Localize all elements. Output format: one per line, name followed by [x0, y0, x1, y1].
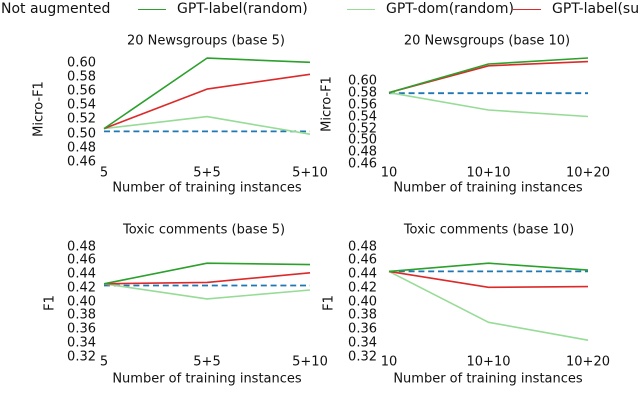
y-tick-label: 0.58 [67, 69, 96, 85]
y-tick-label: 0.58 [348, 85, 377, 101]
y-tick-label: 0.46 [348, 156, 377, 172]
y-tick-label: 0.46 [67, 252, 96, 268]
legend-item-gpt-label-su: GPT-label(su [513, 1, 639, 17]
x-tick-label: 10 [380, 354, 398, 369]
y-tick-label: 0.40 [348, 294, 377, 310]
y-axis-label: Micro-F1 [319, 76, 335, 132]
legend-label: GPT-label(random) [177, 1, 308, 17]
y-tick-label: 0.38 [67, 307, 96, 323]
x-tick-label: 10+10 [466, 165, 511, 180]
y-tick-label: 0.44 [348, 266, 377, 282]
y-axis-label: F1 [42, 295, 58, 311]
chart-title: 20 Newsgroups (base 5) [127, 33, 285, 49]
y-tick-label: 0.50 [348, 132, 377, 148]
y-tick-label: 0.44 [67, 266, 96, 282]
y-tick-label: 0.36 [67, 321, 96, 337]
y-tick-label: 0.60 [67, 55, 96, 71]
chart-title: 20 Newsgroups (base 10) [403, 33, 571, 49]
x-tick-label: 10+20 [566, 165, 610, 180]
series-line-gpt-label-random [388, 262, 589, 273]
x-tick-label: 10+10 [466, 354, 511, 369]
gpt-label-su-line-swatch [513, 8, 541, 10]
x-tick-label: 5+10 [292, 165, 328, 180]
x-axis-label: Number of training instances [393, 180, 583, 195]
x-tick-label: 10+20 [566, 354, 610, 369]
y-tick-label: 0.52 [67, 111, 96, 127]
y-tick-label: 0.32 [67, 349, 96, 365]
y-axis-label: Micro-F1 [31, 81, 47, 137]
y-tick-label: 0.48 [348, 239, 377, 255]
y-tick-label: 0.48 [67, 239, 96, 255]
y-tick-label: 0.38 [348, 307, 377, 323]
y-tick-label: 0.40 [67, 294, 96, 310]
x-tick-label: 5+10 [292, 354, 328, 369]
x-axis-label: Number of training instances [112, 180, 302, 195]
gpt-dom-random-line-swatch [347, 8, 375, 10]
series-line-gpt-dom-random [103, 283, 311, 300]
y-tick-label: 0.32 [348, 349, 377, 365]
legend-item-gpt-label-random: GPT-label(random) [138, 1, 308, 17]
x-axis-label: Number of training instances [112, 371, 302, 386]
x-axis-label: Number of training instances [393, 371, 583, 386]
series-line-gpt-label-su [388, 270, 589, 289]
series-line-gpt-dom-random [388, 270, 589, 341]
series-line-gpt-label-random [388, 57, 589, 94]
series-line-gpt-label-su [103, 272, 311, 285]
x-tick-label: 5 [99, 165, 109, 180]
series-line-gpt-label-random [103, 57, 311, 130]
y-tick-label: 0.60 [348, 73, 377, 89]
series-line-gpt-label-su [103, 73, 311, 130]
series-line-gpt-dom-random [103, 115, 311, 135]
y-tick-label: 0.34 [348, 335, 377, 351]
legend-label: GPT-dom(random) [386, 1, 514, 17]
y-tick-label: 0.42 [67, 280, 96, 296]
chart-title: Toxic comments (base 5) [122, 222, 286, 237]
series-line-gpt-dom-random [388, 91, 589, 118]
series-line-gpt-label-su [388, 60, 589, 94]
y-axis-label: F1 [321, 295, 337, 311]
legend-item-gpt-dom-random: GPT-dom(random) [347, 1, 514, 17]
x-tick-label: 10 [380, 165, 398, 180]
y-tick-label: 0.48 [67, 140, 96, 156]
y-tick-label: 0.56 [348, 97, 377, 113]
y-tick-label: 0.42 [348, 280, 377, 296]
series-line-gpt-label-random [103, 262, 311, 285]
x-tick-label: 5+5 [193, 354, 221, 369]
x-tick-label: 5 [99, 354, 109, 369]
y-tick-label: 0.34 [67, 335, 96, 351]
legend-label: Not augmented [1, 1, 111, 17]
legend-item-not-augmented: Not augmented [0, 1, 110, 17]
y-tick-label: 0.52 [348, 121, 377, 136]
y-tick-label: 0.46 [67, 154, 96, 170]
gpt-label-random-line-swatch [138, 8, 166, 10]
legend-label: GPT-label(su [552, 1, 640, 17]
y-tick-label: 0.54 [348, 109, 377, 124]
y-tick-label: 0.54 [67, 97, 96, 113]
y-tick-label: 0.36 [348, 321, 377, 337]
chart-title: Toxic comments (base 10) [403, 222, 575, 237]
y-tick-label: 0.48 [348, 144, 377, 160]
x-tick-label: 5+5 [193, 165, 221, 180]
y-tick-label: 0.46 [348, 252, 377, 268]
y-tick-label: 0.50 [67, 126, 96, 141]
y-tick-label: 0.56 [67, 83, 96, 99]
